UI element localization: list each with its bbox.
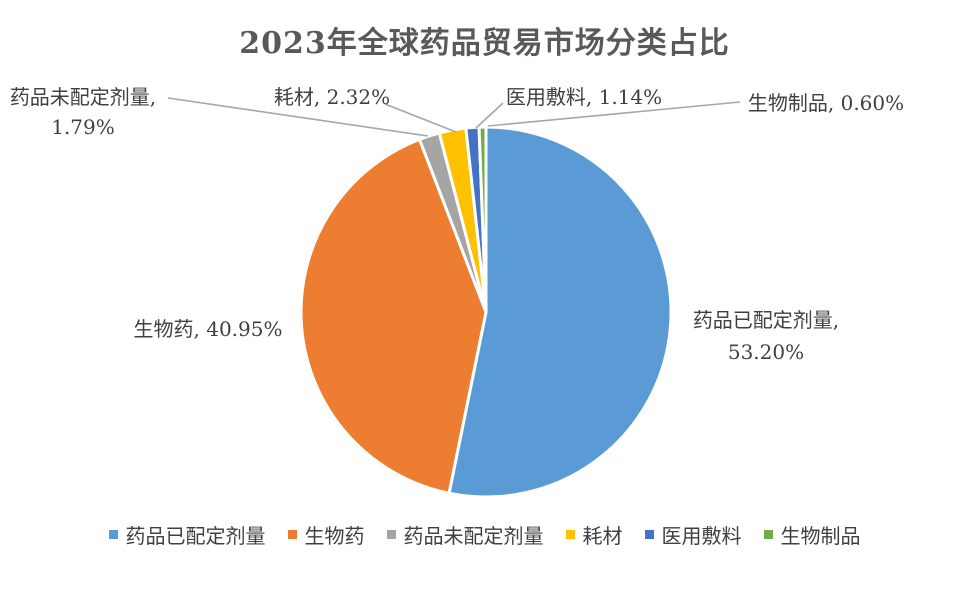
leader-line-2 (167, 97, 429, 137)
legend-label: 耗材 (582, 524, 623, 548)
chart-legend: 药品已配定剂量 生物药 药品未配定剂量 耗材 医用敷料 生物制品 (0, 520, 969, 549)
legend-swatch-icon (763, 530, 773, 539)
data-label-1-0: 生物药, 40.95% (134, 317, 283, 341)
legend-item-1: 生物药 (287, 520, 365, 549)
leader-line-4 (475, 102, 504, 129)
legend-label: 生物制品 (780, 524, 861, 548)
legend-swatch-icon (386, 530, 396, 539)
data-label-2-0: 药品未配定剂量, (10, 85, 156, 109)
leader-line-5 (487, 101, 741, 127)
legend-label: 生物药 (304, 524, 365, 548)
legend-item-0: 药品已配定剂量 (108, 520, 266, 549)
legend-item-3: 耗材 (565, 520, 623, 549)
legend-swatch-icon (565, 530, 575, 539)
legend-label: 医用敷料 (661, 524, 742, 548)
pie-slice-5 (477, 125, 488, 313)
data-label-4-0: 医用敷料, 1.14% (506, 85, 662, 109)
data-label-0-0: 药品已配定剂量, (693, 308, 839, 332)
legend-item-2: 药品未配定剂量 (386, 520, 544, 549)
chart-title: 2023年全球药品贸易市场分类占比 (239, 26, 730, 61)
legend-item-5: 生物制品 (763, 520, 861, 549)
legend-label: 药品已配定剂量 (125, 524, 266, 548)
legend-item-4: 医用敷料 (644, 520, 742, 549)
pie-slice-0 (447, 125, 673, 499)
data-label-0-1: 53.20% (728, 340, 804, 364)
legend-swatch-icon (108, 530, 118, 539)
legend-label: 药品未配定剂量 (403, 524, 544, 548)
data-label-5-0: 生物制品, 0.60% (748, 91, 904, 115)
pie-slice-1 (299, 137, 488, 496)
legend-swatch-icon (287, 530, 297, 539)
leader-line-3 (384, 103, 457, 133)
data-label-3-0: 耗材, 2.32% (274, 85, 390, 109)
legend-swatch-icon (644, 530, 654, 539)
data-label-2-1: 1.79% (51, 115, 115, 139)
